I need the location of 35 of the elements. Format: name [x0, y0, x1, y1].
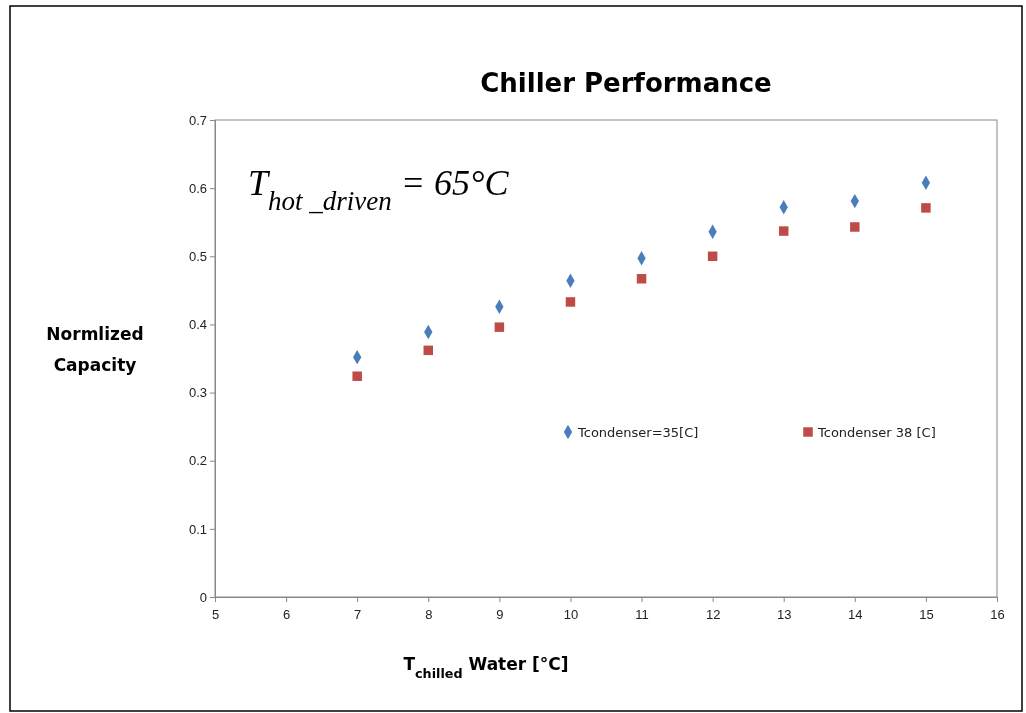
x-axis-title: T$_{chilled}$ Water [°C] — [403, 654, 569, 681]
y-tick-label: 0.4 — [188, 317, 207, 333]
point — [565, 297, 576, 307]
x-tick-label: 11 — [635, 607, 649, 623]
x-tick-label: 5 — [211, 607, 220, 623]
point — [423, 345, 434, 356]
y-tick-label: 0.3 — [188, 385, 207, 401]
chart-title: Chiller Performance — [480, 68, 772, 98]
y-tick-label: 0.1 — [188, 521, 207, 537]
y-tick-label: 0.6 — [188, 180, 207, 196]
y-tick-label: 0 — [199, 589, 207, 605]
point — [494, 322, 505, 332]
point — [850, 222, 860, 232]
y-tick-label: 0.2 — [188, 453, 207, 469]
legend-label: Tcondenser=35[C] — [577, 425, 699, 440]
annotation: T$_{hot _driven}$ = 65°C — [248, 163, 510, 216]
point — [636, 274, 647, 284]
x-tick-label: 16 — [990, 607, 1005, 623]
x-tick-label: 12 — [705, 607, 721, 623]
x-tick-label: 8 — [425, 607, 433, 623]
point — [921, 203, 931, 213]
point — [352, 371, 362, 381]
x-tick-label: 7 — [354, 607, 362, 623]
x-tick-label: 14 — [848, 607, 863, 623]
y-axis-title: Normlized Capacity — [46, 324, 144, 375]
x-tick-label: 10 — [563, 607, 579, 623]
x-tick-label: 13 — [776, 607, 792, 623]
y-tick-label: 0.7 — [188, 112, 207, 128]
point — [707, 251, 718, 262]
x-tick-label: 9 — [496, 607, 504, 623]
x-tick-label: 6 — [282, 607, 291, 623]
point — [778, 226, 789, 236]
legend-label: Tcondenser 38 [C] — [817, 425, 936, 440]
y-tick-label: 0.5 — [188, 248, 207, 264]
x-tick-label: 15 — [919, 607, 934, 623]
